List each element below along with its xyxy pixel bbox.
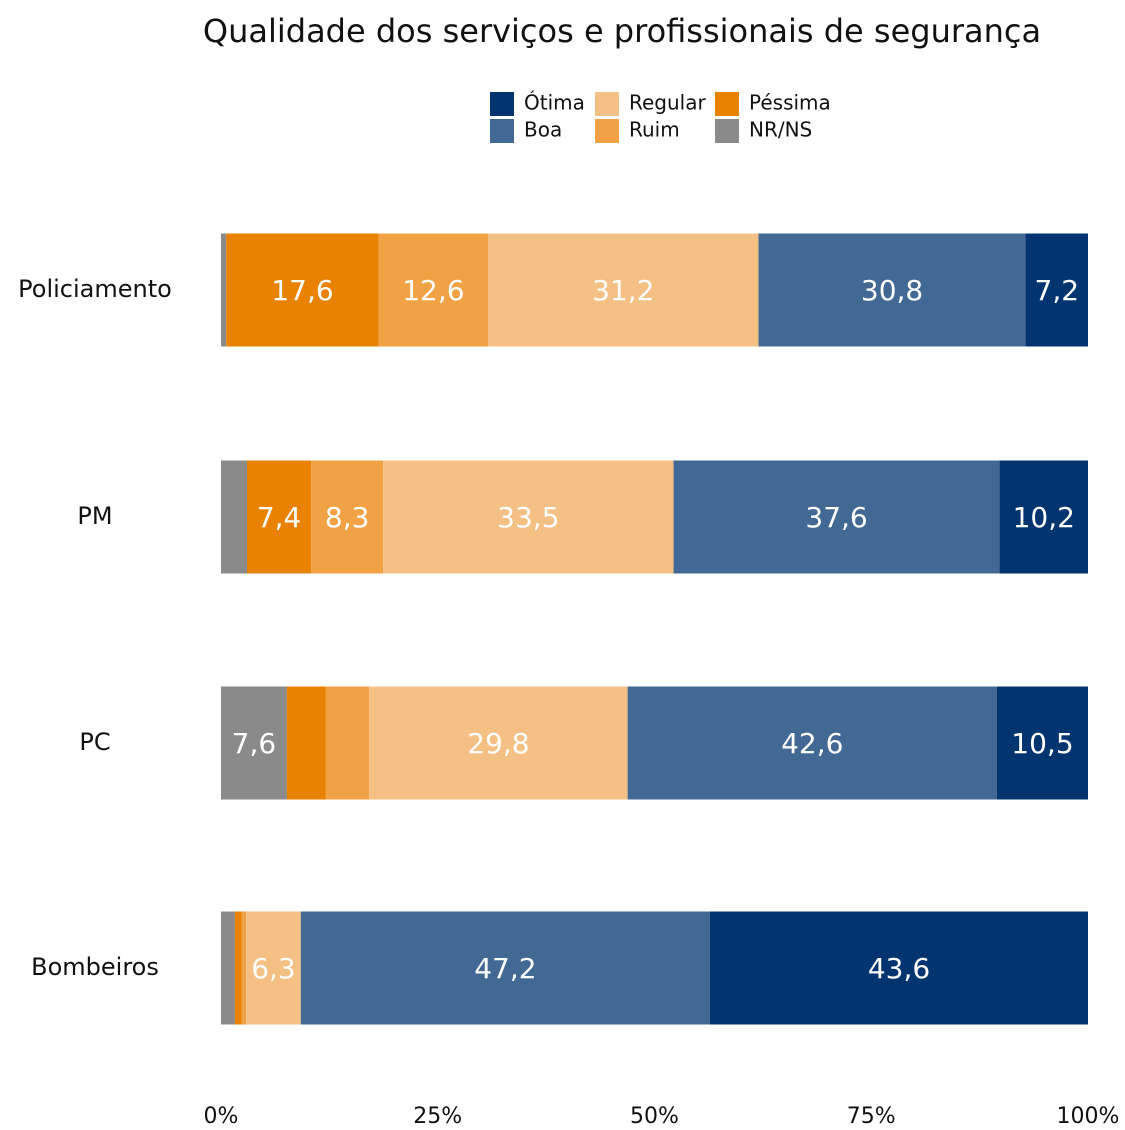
bar-segment [286,686,326,800]
bar-segment [709,911,1088,1025]
bar-segment [758,233,1026,347]
bar-segment [673,460,1000,574]
value-label: 37,6 [805,501,867,534]
value-label: 8,3 [325,501,370,534]
value-label: 10,2 [1013,501,1075,534]
bar-segment [378,233,489,347]
legend-label: Péssima [749,91,831,115]
legend-swatch [595,119,619,143]
legend-label: Ruim [629,118,680,142]
value-label: 12,6 [402,274,464,307]
bar-segment [383,460,674,574]
bar-segment [247,460,312,574]
bar-segment [325,686,370,800]
x-tick-label: 100% [1057,1104,1120,1129]
legend-swatch [715,119,739,143]
legend-label: Ótima [524,91,585,115]
bar-segment [241,911,247,1025]
value-label: 30,8 [861,274,923,307]
legend-swatch [715,92,739,116]
x-tick-label: 25% [413,1104,462,1129]
value-label: 43,6 [868,952,930,985]
legend-label: Regular [629,91,706,115]
x-tick-label: 75% [847,1104,896,1129]
bar-segment [369,686,628,800]
legend-swatch [490,119,514,143]
bar-segment [221,911,235,1025]
chart-title: Qualidade dos serviços e profissionais d… [203,12,1041,50]
x-tick-label: 50% [630,1104,679,1129]
category-label: Bombeiros [31,953,159,981]
legend-label: NR/NS [749,118,812,142]
legend-swatch [595,92,619,116]
value-label: 47,2 [474,952,536,985]
bar-segment [221,233,227,347]
bar-segment [996,686,1088,800]
legend-swatch [490,92,514,116]
x-tick-label: 0% [204,1104,239,1129]
bar-segment [627,686,997,800]
bar-segment [246,911,301,1025]
bar-segment [1025,233,1088,347]
value-label: 31,2 [592,274,654,307]
value-label: 10,5 [1011,727,1073,760]
bar-segment [234,911,242,1025]
category-label: PC [79,728,110,756]
value-label: 7,2 [1035,274,1080,307]
value-label: 6,3 [251,952,296,985]
value-label: 29,8 [467,727,529,760]
legend-label: Boa [524,118,562,142]
bar-segment [221,686,287,800]
bar-segment [999,460,1088,574]
value-label: 42,6 [781,727,843,760]
bar-segment [300,911,710,1025]
bar-segment [311,460,384,574]
category-label: Policiamento [18,275,172,303]
value-label: 17,6 [271,274,333,307]
bar-segment [488,233,759,347]
value-label: 7,4 [257,501,302,534]
value-label: 7,6 [232,727,277,760]
category-label: PM [77,502,112,530]
bar-segment [226,233,379,347]
bar-segment [221,460,248,574]
value-label: 33,5 [497,501,559,534]
